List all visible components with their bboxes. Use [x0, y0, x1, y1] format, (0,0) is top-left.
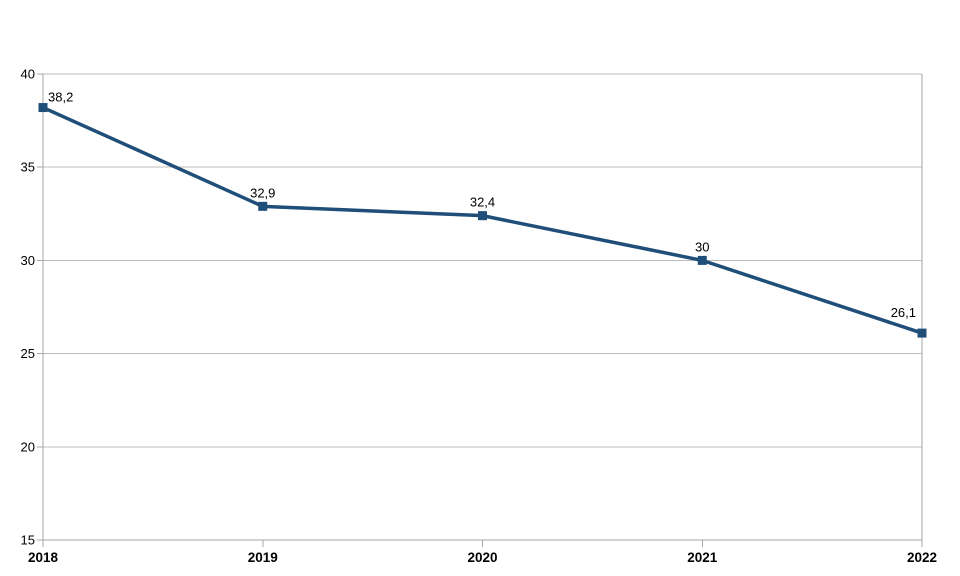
x-axis-label: 2020 — [467, 550, 497, 565]
y-axis-label: 35 — [21, 160, 35, 175]
data-label: 26,1 — [891, 305, 916, 320]
y-axis-label: 40 — [21, 67, 35, 82]
x-axis-label: 2018 — [28, 550, 59, 565]
x-axis-label: 2022 — [907, 550, 937, 565]
data-point-marker — [38, 103, 48, 113]
data-point-marker — [697, 255, 707, 265]
x-axis-label: 2019 — [248, 550, 278, 565]
data-point-marker — [478, 211, 487, 221]
y-axis-label: 15 — [21, 533, 35, 548]
y-axis-label: 20 — [21, 439, 35, 454]
y-axis-label: 30 — [21, 253, 35, 268]
data-point-marker — [258, 201, 268, 211]
series-line — [42, 105, 923, 335]
data-label: 32,9 — [250, 185, 275, 200]
data-label: 32,4 — [470, 195, 495, 210]
data-label: 30 — [695, 239, 709, 254]
data-point-marker — [917, 328, 927, 338]
x-axis-label: 2021 — [687, 550, 718, 565]
data-label: 38,2 — [48, 90, 73, 105]
y-axis-label: 25 — [21, 346, 35, 361]
